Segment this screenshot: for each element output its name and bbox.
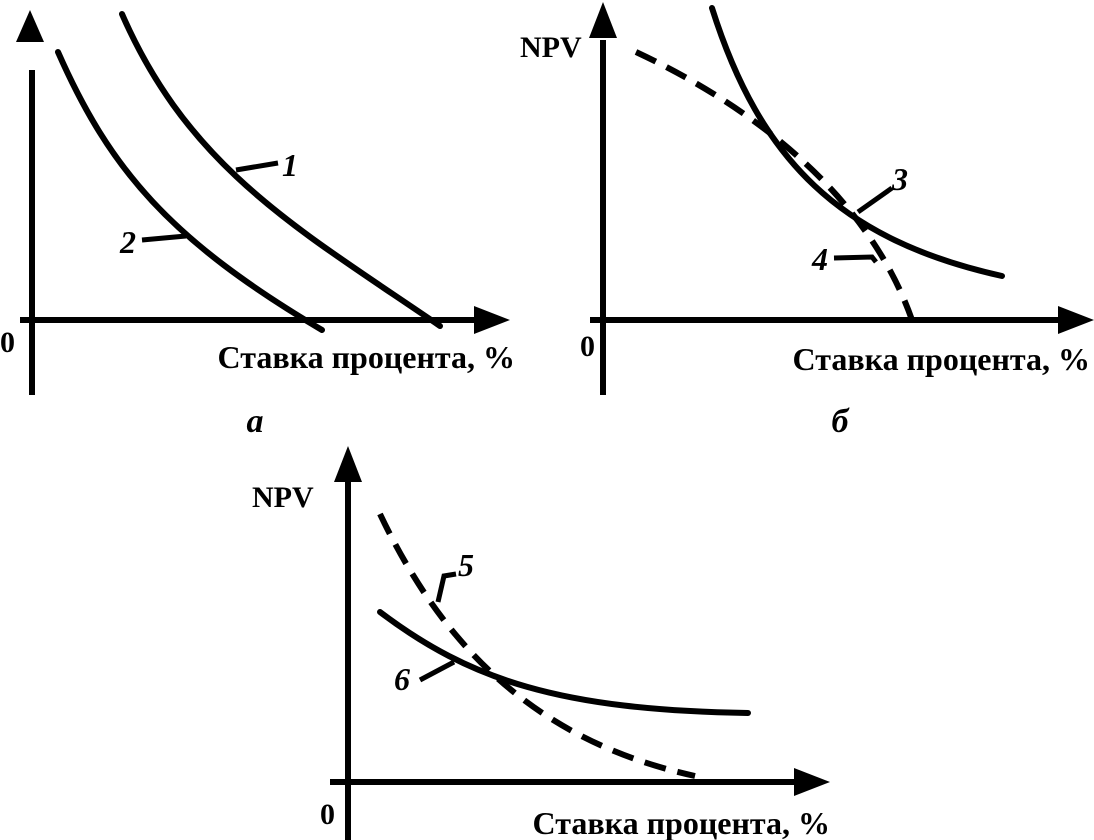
panel-b-series-4-label: 4	[811, 241, 828, 277]
panel-c-series-6-leader	[418, 659, 456, 683]
panel-a-series-2-line	[55, 49, 325, 333]
panel-b-series-4-leader	[833, 254, 878, 264]
chart-panel-a: 0 Ставка процента, % а 1 2	[0, 10, 515, 440]
panel-a-series-2-leader	[141, 233, 187, 243]
panel-b-series-3-line	[709, 5, 1005, 279]
panel-a-series-1-label: 1	[282, 147, 298, 183]
chart-panel-b: NPV 0 Ставка процента, % б 3 4	[520, 2, 1094, 440]
panel-c-y-axis-arrow	[334, 446, 362, 482]
panel-c-series-5-label: 5	[458, 547, 474, 583]
panel-a-x-axis-label: Ставка процента, %	[218, 339, 515, 375]
panel-b-y-axis-arrow	[589, 2, 617, 38]
panel-a-origin-label: 0	[0, 326, 15, 359]
panel-b-x-axis-label: Ставка процента, %	[793, 341, 1090, 377]
panel-a-y-axis-arrow	[16, 10, 44, 42]
panel-b-series-3-leader	[856, 185, 894, 215]
panel-c-series-6-line	[377, 609, 751, 716]
panel-a-x-axis-arrow	[474, 306, 510, 334]
panel-b-origin-label: 0	[580, 330, 595, 363]
panel-b-label: б	[832, 403, 851, 440]
panel-c-series-6-label: 6	[394, 661, 410, 697]
panel-b-series-4-line	[634, 49, 915, 321]
panel-c-x-axis-label: Ставка процента, %	[533, 805, 830, 840]
panel-b-series-3-label: 3	[891, 161, 908, 197]
panel-b-x-axis-arrow	[1058, 306, 1094, 334]
panel-a-series-1-line	[119, 11, 443, 329]
panel-b-y-axis-label: NPV	[520, 31, 582, 64]
panel-a-series-1-leader	[235, 160, 279, 173]
panel-a-label: а	[247, 403, 264, 440]
panel-c-series-5-leader	[435, 571, 457, 603]
panel-a-series-2-label: 2	[119, 224, 136, 260]
panel-c-x-axis-arrow	[794, 768, 830, 796]
panel-c-y-axis-label: NPV	[252, 481, 314, 514]
chart-panel-c: NPV 0 Ставка процента, % 5 6	[252, 446, 830, 840]
panel-c-origin-label: 0	[320, 798, 335, 831]
